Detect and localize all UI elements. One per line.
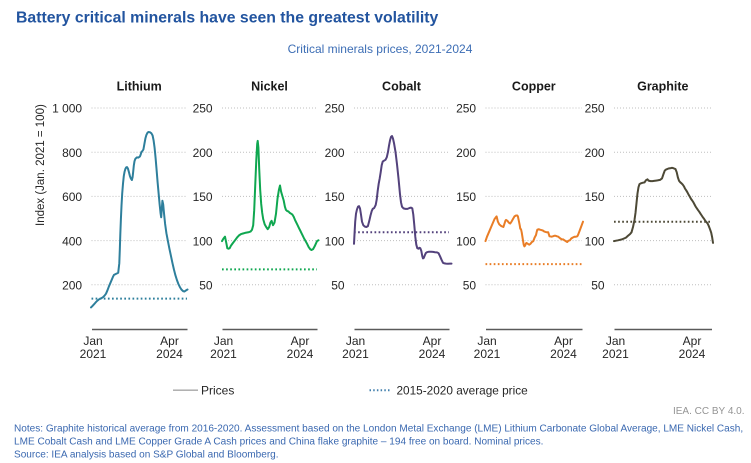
svg-text:2015-2020 average price: 2015-2020 average price: [397, 383, 529, 397]
svg-text:1 000: 1 000: [52, 102, 82, 116]
svg-text:50: 50: [591, 279, 605, 293]
svg-text:Index (Jan. 2021 = 100): Index (Jan. 2021 = 100): [35, 104, 47, 226]
svg-text:IEA. CC BY 4.0.: IEA. CC BY 4.0.: [673, 406, 745, 417]
svg-text:150: 150: [325, 190, 345, 204]
svg-text:50: 50: [199, 279, 213, 293]
svg-text:Jan: Jan: [477, 334, 496, 348]
svg-text:Jan: Jan: [83, 334, 102, 348]
svg-text:Source: IEA analysis based on: Source: IEA analysis based on S&P Global…: [14, 449, 279, 460]
svg-text:LME Cobalt Cash and LME Copper: LME Cobalt Cash and LME Copper Grade A C…: [14, 436, 543, 447]
svg-text:Notes: Graphite historical ave: Notes: Graphite historical average from …: [14, 424, 743, 435]
svg-text:150: 150: [456, 190, 476, 204]
svg-text:Jan: Jan: [214, 334, 233, 348]
svg-text:Copper: Copper: [512, 80, 556, 94]
svg-text:200: 200: [62, 279, 82, 293]
svg-text:250: 250: [325, 102, 345, 116]
svg-text:2024: 2024: [679, 347, 706, 361]
svg-text:2024: 2024: [156, 347, 183, 361]
svg-text:100: 100: [585, 234, 605, 248]
svg-text:200: 200: [456, 146, 476, 160]
svg-text:600: 600: [62, 190, 82, 204]
svg-text:250: 250: [193, 102, 213, 116]
svg-text:Apr: Apr: [291, 334, 310, 348]
svg-text:200: 200: [193, 146, 213, 160]
svg-text:Apr: Apr: [423, 334, 442, 348]
svg-text:2021: 2021: [210, 347, 237, 361]
svg-text:100: 100: [456, 234, 476, 248]
svg-text:200: 200: [585, 146, 605, 160]
svg-text:Jan: Jan: [346, 334, 365, 348]
svg-text:150: 150: [585, 190, 605, 204]
svg-text:Critical minerals prices, 2021: Critical minerals prices, 2021-2024: [288, 42, 473, 56]
svg-text:2021: 2021: [602, 347, 629, 361]
svg-text:250: 250: [456, 102, 476, 116]
svg-text:100: 100: [193, 234, 213, 248]
svg-text:Apr: Apr: [683, 334, 702, 348]
svg-text:250: 250: [585, 102, 605, 116]
svg-text:Jan: Jan: [606, 334, 625, 348]
svg-text:2024: 2024: [287, 347, 314, 361]
svg-text:2024: 2024: [550, 347, 577, 361]
svg-text:200: 200: [325, 146, 345, 160]
svg-text:2021: 2021: [474, 347, 501, 361]
svg-text:Apr: Apr: [160, 334, 179, 348]
svg-text:100: 100: [325, 234, 345, 248]
svg-text:Battery critical minerals have: Battery critical minerals have seen the …: [16, 9, 439, 26]
svg-text:800: 800: [62, 146, 82, 160]
svg-text:400: 400: [62, 234, 82, 248]
svg-text:Lithium: Lithium: [117, 80, 162, 94]
svg-text:50: 50: [463, 279, 477, 293]
svg-text:Cobalt: Cobalt: [382, 80, 422, 94]
svg-text:Nickel: Nickel: [251, 80, 288, 94]
svg-text:2021: 2021: [342, 347, 369, 361]
svg-text:Graphite: Graphite: [637, 80, 688, 94]
svg-text:Prices: Prices: [201, 383, 234, 397]
svg-text:150: 150: [193, 190, 213, 204]
svg-text:50: 50: [331, 279, 345, 293]
svg-text:2024: 2024: [419, 347, 446, 361]
svg-text:2021: 2021: [80, 347, 107, 361]
svg-text:Apr: Apr: [554, 334, 573, 348]
